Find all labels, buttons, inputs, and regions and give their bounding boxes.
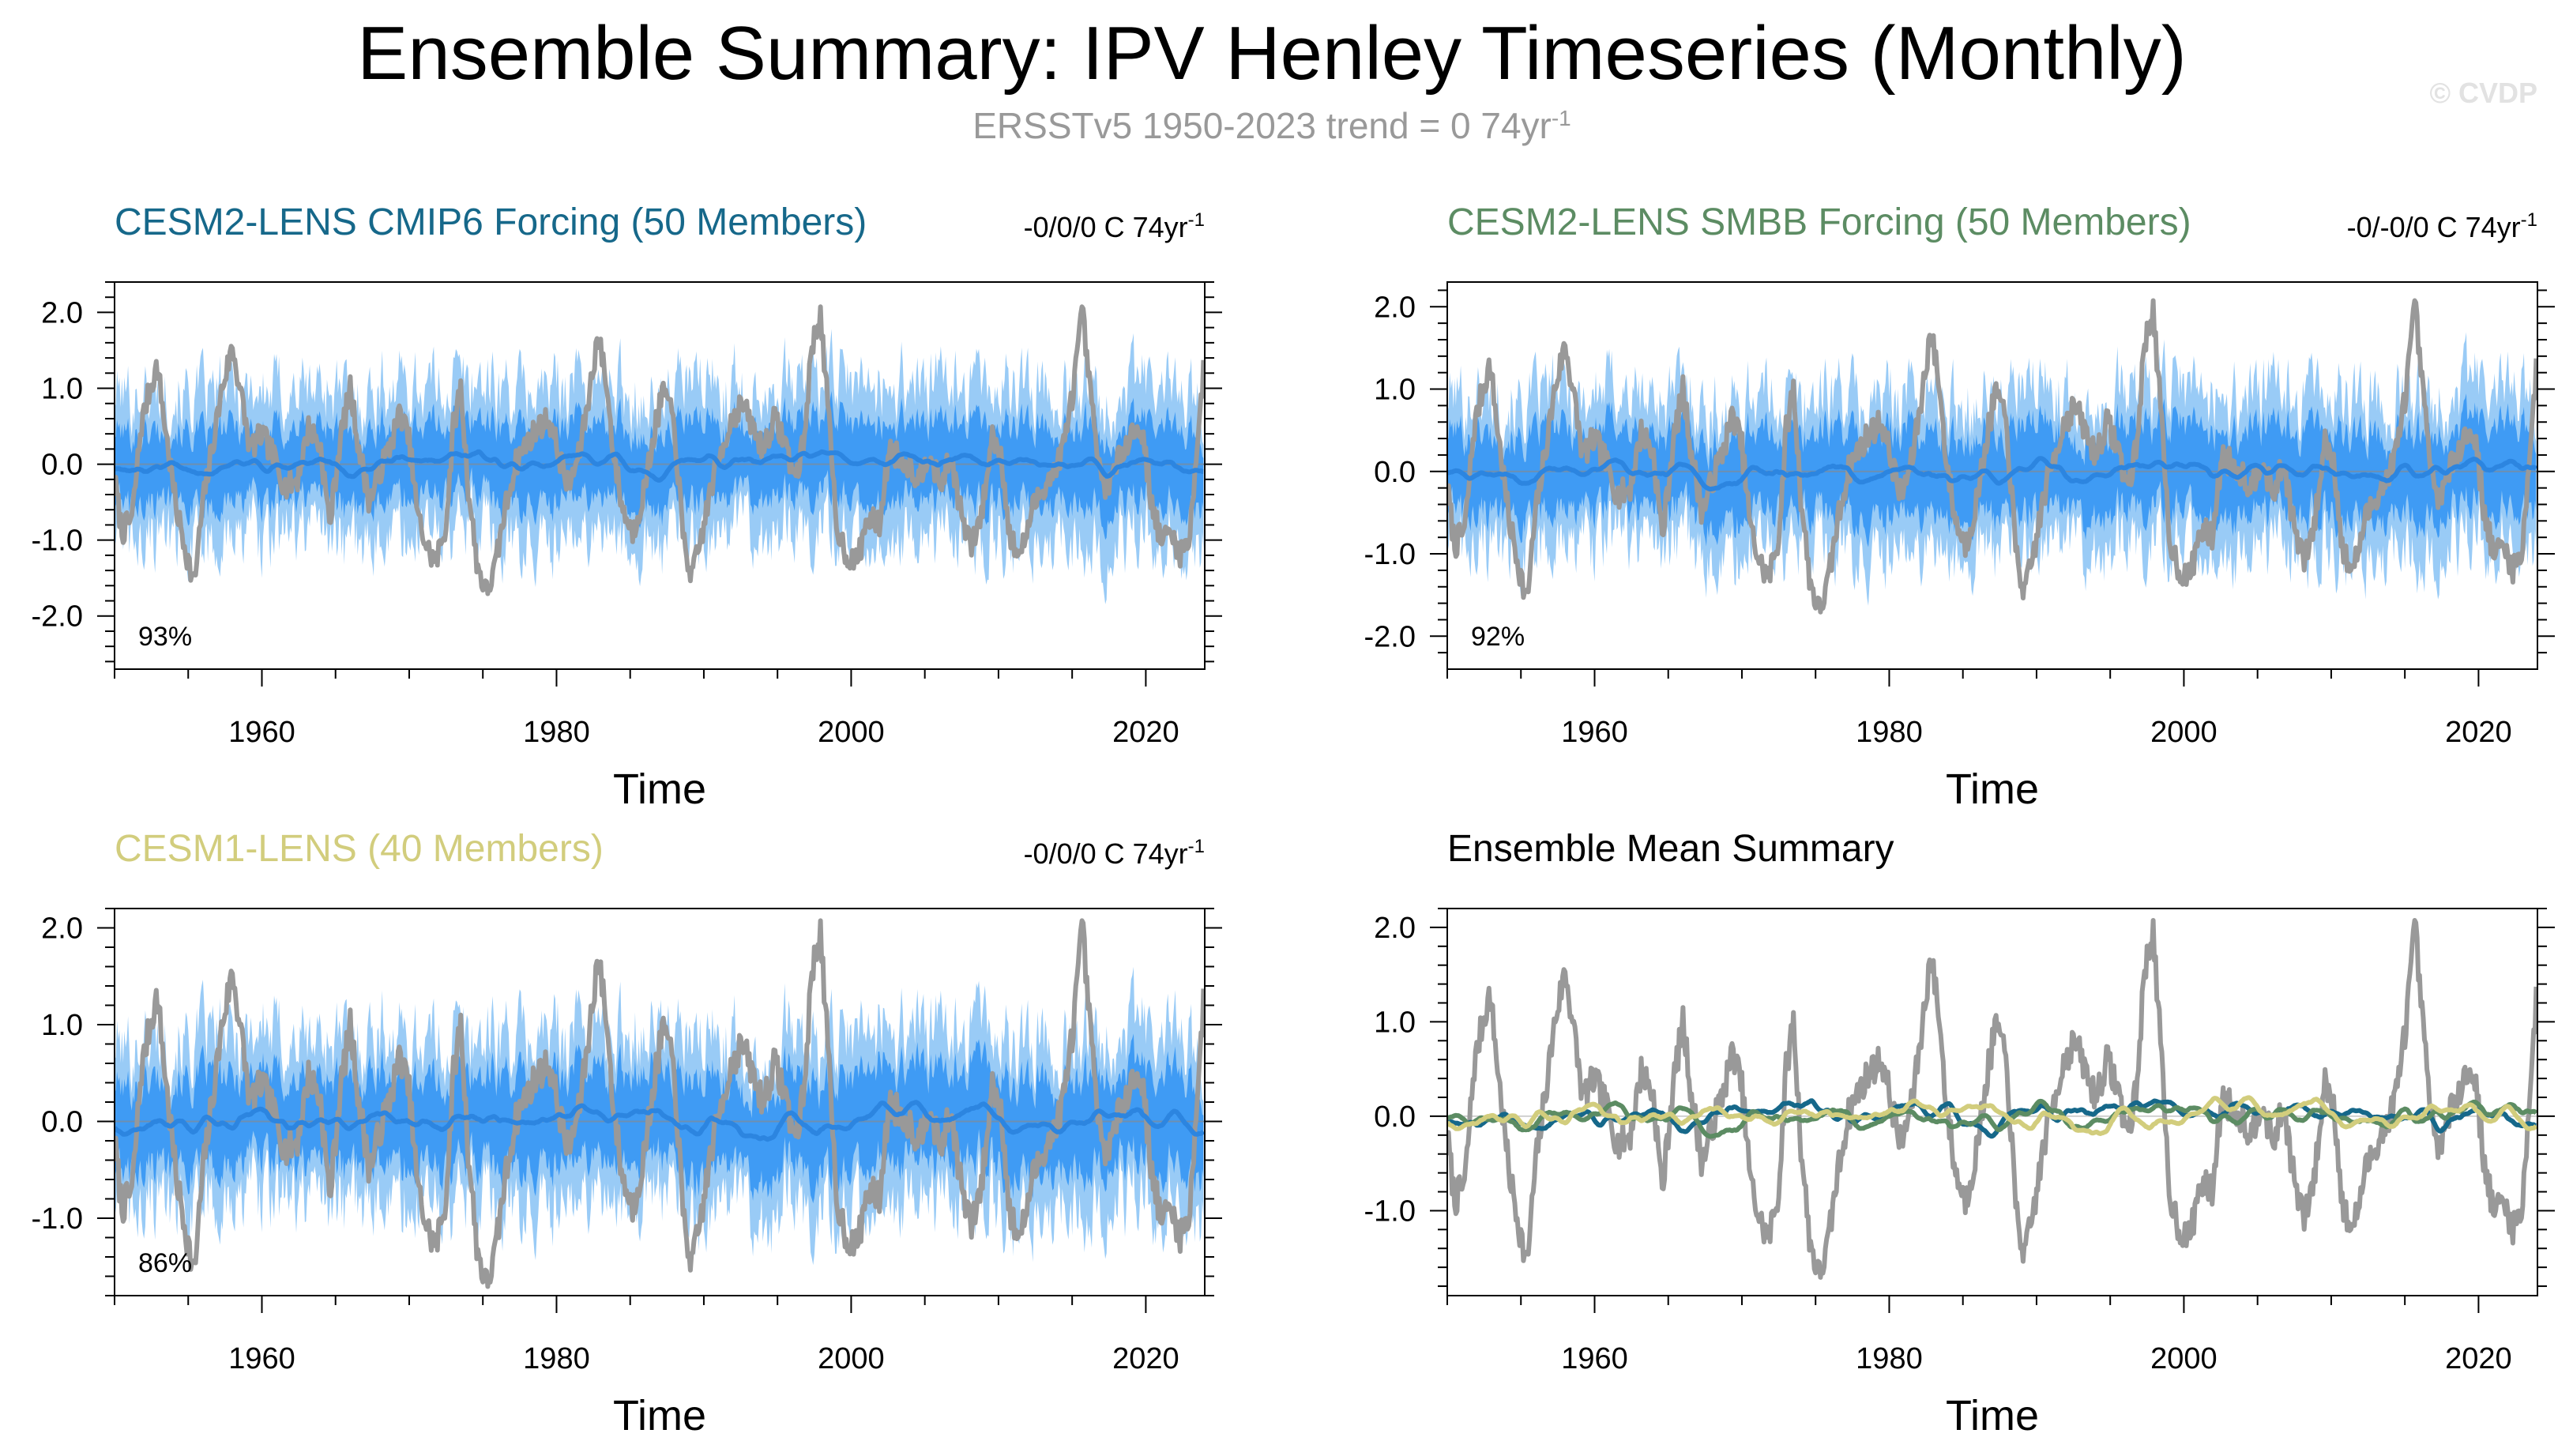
x-axis-title: Time bbox=[613, 766, 706, 813]
panel-cesm1: CESM1-LENS (40 Members) -0/0/0 C 74yr-1 2.… bbox=[32, 828, 1222, 1439]
x-tick-label: 1960 bbox=[1561, 716, 1628, 749]
x-tick-label: 2000 bbox=[818, 1342, 885, 1375]
main-title: Ensemble Summary: IPV Henley Timeseries … bbox=[357, 11, 2186, 96]
y-tick-label: 2.0 bbox=[41, 296, 83, 329]
x-tick-label: 2020 bbox=[2445, 1342, 2512, 1375]
x-tick-label: 1980 bbox=[523, 1342, 590, 1375]
y-tick-label: 1.0 bbox=[41, 373, 83, 406]
observed-series-line bbox=[115, 918, 1205, 1289]
series-line-37 bbox=[1447, 1095, 2537, 1136]
cvdp-watermark: © CVDP bbox=[2429, 77, 2537, 109]
x-tick-label: 2020 bbox=[1112, 1342, 1179, 1375]
x-tick-label: 2000 bbox=[2150, 716, 2218, 749]
y-tick-label: 0.0 bbox=[1374, 456, 1416, 489]
y-tick-label: -2.0 bbox=[1364, 620, 1416, 653]
trend-label: -0/0/0 C 74yr-1 bbox=[1024, 209, 1205, 243]
plot-frame bbox=[1446, 281, 2538, 670]
y-tick-label: 2.0 bbox=[1374, 912, 1416, 945]
x-tick-label: 1980 bbox=[1856, 716, 1923, 749]
observed-series-line bbox=[1447, 298, 2537, 615]
band-inner bbox=[115, 390, 1204, 540]
y-tick-label: 1.0 bbox=[1374, 374, 1416, 407]
ensemble-mean-line bbox=[1447, 456, 2537, 492]
ensemble-mean-line bbox=[115, 449, 1205, 483]
subtitle-text: ERSSTv5 1950-2023 trend = 0 74yr bbox=[972, 105, 1552, 146]
x-tick-label: 1960 bbox=[228, 716, 295, 749]
x-tick-label: 2000 bbox=[818, 716, 885, 749]
trend-superscript: -1 bbox=[1188, 836, 1205, 857]
percent-label: 86% bbox=[138, 1248, 192, 1278]
panel-title: CESM2-LENS CMIP6 Forcing (50 Members) bbox=[115, 201, 867, 243]
panel-title: CESM2-LENS SMBB Forcing (50 Members) bbox=[1447, 201, 2191, 243]
trend-text: -0/-0/0 C 74yr bbox=[2347, 211, 2521, 243]
panel-title: CESM1-LENS (40 Members) bbox=[115, 828, 604, 870]
panel-cesm2-smbb: CESM2-LENS SMBB Forcing (50 Members) -0/-… bbox=[1364, 201, 2555, 813]
band-inner bbox=[1447, 393, 2537, 547]
plot-area bbox=[1447, 298, 2537, 615]
y-tick-label: -1.0 bbox=[32, 525, 83, 558]
y-tick-label: 1.0 bbox=[41, 1009, 83, 1042]
panel-title: Ensemble Mean Summary bbox=[1447, 828, 1894, 870]
y-tick-label: 2.0 bbox=[41, 912, 83, 946]
trend-text: -0/0/0 C 74yr bbox=[1024, 211, 1188, 243]
panels: CESM2-LENS CMIP6 Forcing (50 Members) -0/… bbox=[32, 201, 2555, 1439]
x-axis-title: Time bbox=[613, 1392, 706, 1439]
trend-label: -0/-0/0 C 74yr-1 bbox=[2347, 209, 2537, 243]
plot-frame bbox=[1446, 908, 2538, 1296]
percent-label: 92% bbox=[1471, 622, 1525, 652]
y-tick-label: 2.0 bbox=[1374, 291, 1416, 324]
y-tick-label: 0.0 bbox=[41, 449, 83, 482]
percent-label: 93% bbox=[138, 622, 192, 652]
y-tick-label: 1.0 bbox=[1374, 1006, 1416, 1039]
y-tick-label: -1.0 bbox=[32, 1202, 83, 1236]
x-tick-label: 2020 bbox=[1112, 716, 1179, 749]
subtitle: ERSSTv5 1950-2023 trend = 0 74yr-1 bbox=[972, 105, 1571, 146]
band-inner bbox=[115, 1033, 1204, 1204]
plot-area bbox=[1447, 918, 2537, 1280]
plot-area bbox=[115, 304, 1205, 604]
observed-series-line bbox=[115, 304, 1205, 596]
x-tick-label: 1960 bbox=[1561, 1342, 1628, 1375]
series-line-observed bbox=[1447, 918, 2537, 1280]
ensemble-mean-line bbox=[115, 1100, 1205, 1142]
trend-superscript: -1 bbox=[1188, 209, 1205, 231]
x-tick-label: 2000 bbox=[2150, 1342, 2218, 1375]
plot-frame bbox=[114, 281, 1206, 670]
x-tick-label: 1980 bbox=[523, 716, 590, 749]
y-tick-label: -1.0 bbox=[1364, 1195, 1416, 1228]
y-tick-label: 0.0 bbox=[1374, 1100, 1416, 1134]
x-axis-title: Time bbox=[1946, 766, 2039, 813]
panel-cesm2-cmip6: CESM2-LENS CMIP6 Forcing (50 Members) -0/… bbox=[32, 201, 1222, 813]
x-tick-label: 1980 bbox=[1856, 1342, 1923, 1375]
plot-area bbox=[115, 918, 1205, 1289]
x-tick-label: 1960 bbox=[228, 1342, 295, 1375]
y-tick-label: -1.0 bbox=[1364, 538, 1416, 571]
y-tick-label: 0.0 bbox=[41, 1106, 83, 1139]
x-tick-label: 2020 bbox=[2445, 716, 2512, 749]
trend-label: -0/0/0 C 74yr-1 bbox=[1024, 836, 1205, 870]
subtitle-superscript: -1 bbox=[1552, 106, 1571, 130]
panel-ens-mean-summary: Ensemble Mean Summary 2.0 1.0 0.0 -1.0 1960 19… bbox=[1364, 828, 2555, 1439]
trend-text: -0/0/0 C 74yr bbox=[1024, 837, 1188, 870]
trend-superscript: -1 bbox=[2521, 209, 2537, 231]
y-tick-label: -2.0 bbox=[32, 600, 83, 634]
x-axis-title: Time bbox=[1946, 1392, 2039, 1439]
